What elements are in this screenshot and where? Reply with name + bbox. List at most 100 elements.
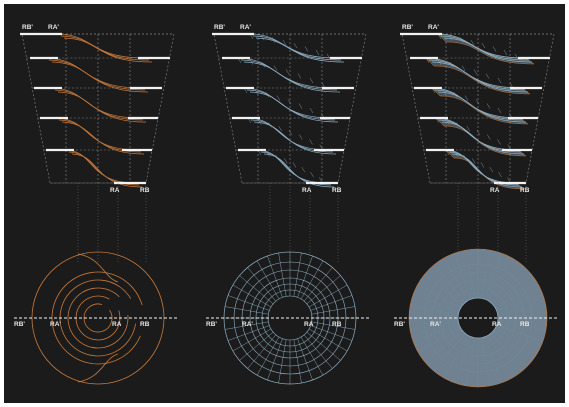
plan-label: RB: [332, 321, 342, 328]
flight-stringer: [443, 37, 533, 63]
plan-label: RA: [492, 321, 502, 328]
step-tick: [497, 107, 502, 114]
plan-stringer: [77, 253, 119, 283]
step-tick: [309, 139, 313, 145]
plan-spiral-arc: [59, 279, 136, 357]
step-tick: [301, 166, 305, 173]
plan-ring: [249, 277, 331, 359]
plan-radial: [489, 331, 523, 371]
step-tick: [266, 151, 270, 157]
flight-stringer: [435, 117, 519, 151]
step-tick: [273, 65, 278, 71]
plan-radial: [493, 283, 538, 310]
step-tick: [453, 92, 458, 98]
step-tick: [481, 42, 486, 49]
label-top-right: RA': [240, 24, 251, 31]
step-tick: [298, 103, 303, 109]
step-tick: [326, 53, 331, 60]
plan-radial: [232, 284, 272, 308]
plan-radial: [493, 326, 538, 353]
step-tick: [507, 177, 511, 183]
flight-stringer: [255, 37, 345, 63]
step-tick: [309, 107, 314, 114]
plan-radial: [303, 267, 333, 302]
step-tick: [442, 89, 447, 95]
step-tick: [449, 62, 454, 68]
step-tick: [304, 46, 309, 52]
plan-radial: [311, 306, 356, 315]
plan-label: RB': [14, 321, 25, 328]
plan-radial: [480, 250, 491, 301]
step-tick: [249, 59, 254, 65]
flight-stringer: [441, 121, 525, 155]
step-tick: [463, 154, 467, 160]
step-tick: [472, 158, 476, 164]
step-tick: [288, 130, 293, 136]
plan-radial: [480, 335, 491, 386]
step-tick: [446, 119, 450, 125]
flight-stringer: [437, 91, 527, 123]
label-top-left: RB': [402, 24, 413, 31]
plan-radial: [239, 275, 274, 305]
label-bottom-left: RA: [110, 187, 120, 194]
plan-radial: [443, 333, 470, 378]
plan-label: RA: [304, 321, 314, 328]
plan-radial: [232, 328, 272, 352]
step-tick: [459, 37, 464, 43]
step-tick: [473, 69, 478, 75]
plan-label: RA: [112, 321, 122, 328]
flight-stringer: [57, 91, 147, 123]
plan-radial: [486, 333, 513, 378]
elevation-view: RB' RA' RA RB: [400, 24, 555, 194]
plan-spiral-arc: [83, 303, 113, 333]
step-tick: [284, 158, 288, 164]
plan-radial: [267, 255, 283, 298]
plan-radial: [239, 331, 274, 361]
plan-radial: [425, 273, 465, 307]
plan-label: RB': [394, 321, 405, 328]
step-tick: [485, 73, 490, 79]
flight-stringer: [51, 61, 149, 93]
plan-radial: [494, 294, 543, 313]
plan-radial: [486, 258, 513, 303]
plan-radial: [454, 334, 473, 383]
step-tick: [480, 162, 485, 168]
step-tick: [489, 166, 493, 173]
plan-radial: [310, 295, 353, 311]
plan-radial: [491, 273, 531, 307]
plan-radial: [413, 294, 462, 313]
step-tick: [258, 119, 262, 125]
step-tick: [278, 126, 282, 132]
step-tick: [507, 144, 511, 150]
plan-radial: [433, 265, 467, 305]
plan-view: RB' RA' RA RB: [14, 251, 178, 385]
step-tick: [464, 95, 469, 101]
label-bottom-right: RB: [520, 187, 530, 194]
plan-radial: [418, 283, 463, 310]
step-tick: [276, 95, 281, 101]
flight-stringer: [71, 153, 143, 188]
step-tick: [514, 53, 519, 60]
step-tick: [319, 144, 323, 150]
step-tick: [265, 92, 270, 98]
plan-label: RA': [242, 321, 253, 328]
flight-stringer: [63, 37, 153, 63]
plan-radial: [483, 334, 502, 383]
elevation-view: RB' RA' RA RB: [212, 24, 367, 194]
plan-radial: [433, 331, 467, 371]
plan-view: RB' RA' RA RB: [394, 248, 558, 388]
flight-stringer: [253, 121, 337, 155]
plan-radial: [418, 326, 463, 353]
label-bottom-right: RB: [332, 187, 342, 194]
step-tick: [503, 49, 508, 56]
step-tick: [268, 122, 272, 128]
label-bottom-left: RA: [490, 187, 500, 194]
plan-radial: [256, 336, 280, 376]
step-tick: [275, 154, 279, 160]
step-tick: [492, 46, 497, 52]
plan-radial: [300, 260, 324, 300]
plan-radial: [425, 329, 465, 363]
panel-surface: RB' RA' RA RB RB' RA' RA RB: [394, 24, 558, 388]
